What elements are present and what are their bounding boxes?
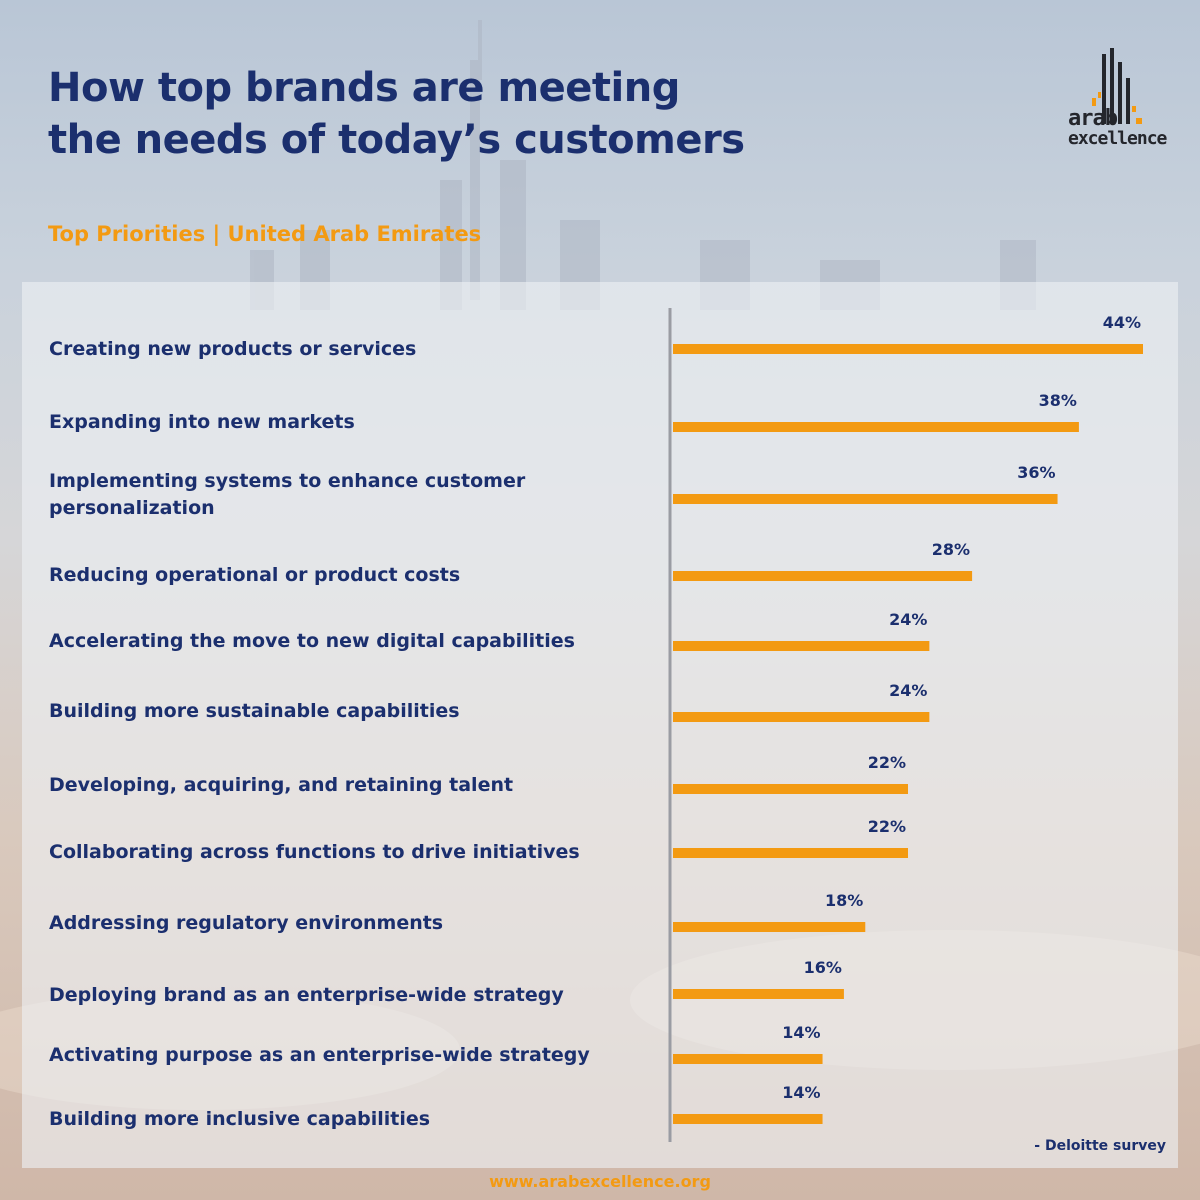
category-label: Activating purpose as an enterprise-wide… (49, 1044, 590, 1066)
bar (673, 571, 973, 581)
bar-value-label: 18% (825, 891, 863, 910)
category-label: Developing, acquiring, and retaining tal… (49, 774, 513, 796)
bar-value-label: 38% (1039, 391, 1077, 410)
bar (673, 922, 866, 932)
bar-value-label: 22% (868, 753, 906, 772)
category-label: Expanding into new markets (49, 411, 355, 433)
bar-value-label: 22% (868, 817, 906, 836)
category-label: Building more sustainable capabilities (49, 700, 460, 722)
bar (673, 989, 844, 999)
category-label: Addressing regulatory environments (49, 912, 443, 934)
category-label: Deploying brand as an enterprise-wide st… (49, 984, 564, 1006)
bar (673, 848, 908, 858)
category-label: Collaborating across functions to drive … (49, 841, 580, 863)
bar (673, 422, 1079, 432)
bar-value-label: 16% (804, 958, 842, 977)
bar-value-label: 24% (889, 681, 927, 700)
source-note: - Deloitte survey (1034, 1138, 1166, 1154)
chart-subtitle: Top Priorities | United Arab Emirates (48, 222, 482, 246)
bar (673, 1054, 823, 1064)
bar-value-label: 44% (1103, 313, 1141, 332)
logo-text-excellence: excellence (1068, 128, 1167, 149)
bar (673, 494, 1058, 504)
category-label: Creating new products or services (49, 338, 416, 360)
category-label: Building more inclusive capabilities (49, 1108, 430, 1130)
bar-value-label: 28% (932, 540, 970, 559)
bar-value-label: 24% (889, 610, 927, 629)
bar-value-label: 36% (1017, 463, 1055, 482)
bar-value-label: 14% (782, 1023, 820, 1042)
category-label: Implementing systems to enhance customer… (49, 470, 526, 519)
bar (673, 641, 930, 651)
bar (673, 344, 1143, 354)
category-label: Accelerating the move to new digital cap… (49, 630, 575, 652)
bar (673, 1114, 823, 1124)
footer-url[interactable]: www.arabexcellence.org (489, 1172, 711, 1191)
bar (673, 712, 930, 722)
title-line-1: How top brands are meeting (48, 65, 680, 111)
category-label: Reducing operational or product costs (49, 564, 460, 586)
bar (673, 784, 908, 794)
arab-excellence-logo: arab excellence (1060, 48, 1180, 158)
logo-text-arab: arab (1068, 106, 1118, 131)
page-title: How top brands are meeting the needs of … (48, 62, 745, 166)
title-line-2: the needs of today’s customers (48, 117, 745, 163)
bar-value-label: 14% (782, 1083, 820, 1102)
logo-mark (1092, 48, 1142, 124)
